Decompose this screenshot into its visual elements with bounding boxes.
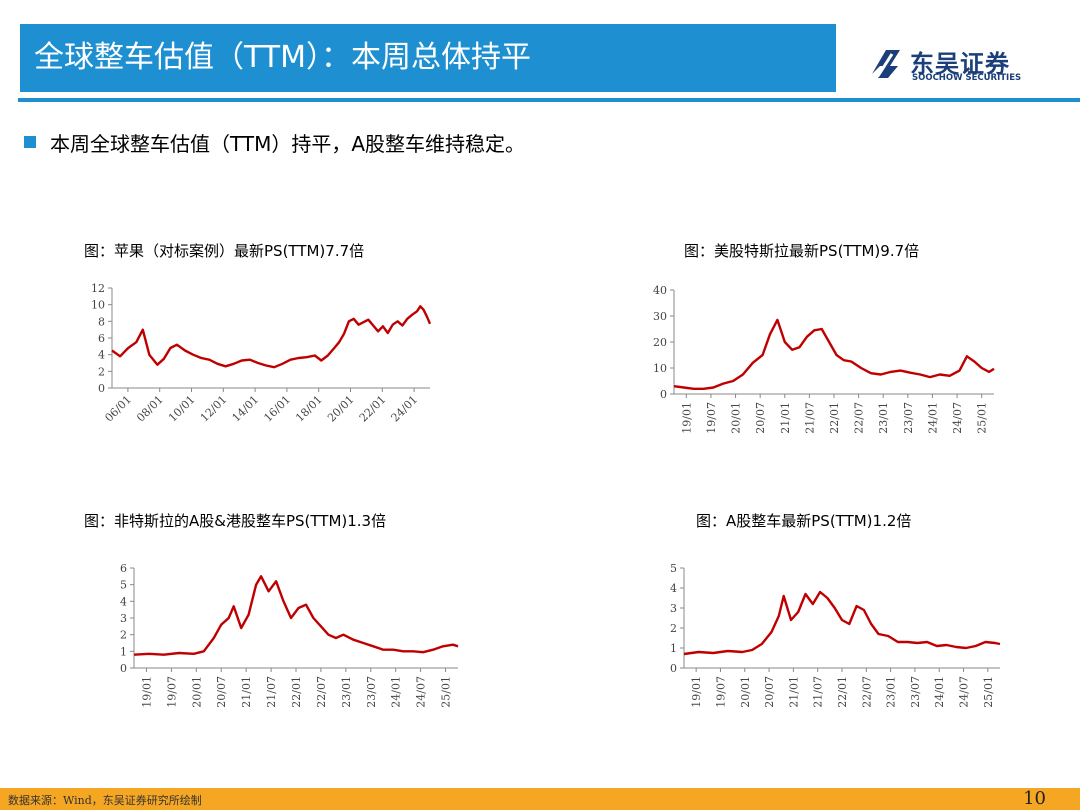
x-tick-label: 08/01	[134, 393, 166, 425]
x-tick-label: 24/01	[390, 676, 403, 708]
y-tick-label: 1	[120, 645, 127, 658]
x-tick-label: 06/01	[102, 393, 134, 425]
y-tick-label: 3	[670, 602, 677, 615]
logo-text-cn: 东吴证券	[910, 50, 1010, 78]
x-tick-label: 22/01	[290, 676, 303, 708]
x-tick-label: 21/01	[779, 402, 792, 434]
x-tick-label: 24/07	[958, 676, 971, 708]
x-tick-label: 25/01	[982, 676, 995, 708]
y-tick-label: 12	[91, 282, 105, 295]
series-line	[133, 575, 459, 656]
y-tick-label: 1	[670, 642, 677, 655]
x-tick-label: 23/01	[885, 676, 898, 708]
x-tick-label: 21/07	[265, 676, 278, 708]
title-bar: 全球整车估值（TTM）：本周总体持平	[20, 24, 836, 92]
y-tick-label: 5	[120, 579, 127, 592]
x-tick-label: 20/01	[730, 402, 743, 434]
x-tick-label: 25/01	[976, 402, 989, 434]
x-tick-label: 22/07	[315, 676, 328, 708]
y-tick-label: 40	[653, 284, 667, 297]
x-tick-label: 22/01	[828, 402, 841, 434]
chart-a-share-ps: 0 1 2 3 4 5 19/01 19/07 20/01 20/07 21/01 21/07 22/0…	[670, 562, 1001, 708]
series-line	[683, 590, 1001, 656]
x-tick-label: 20/01	[739, 676, 752, 708]
x-tick-label: 23/07	[909, 676, 922, 708]
y-tick-label: 0	[660, 388, 667, 401]
x-tick-label: 19/07	[714, 676, 727, 708]
x-tick-label: 21/01	[787, 676, 800, 708]
y-tick-label: 0	[670, 662, 677, 675]
chart-non-tesla-ps: 0 1 2 3 4 5 6 19/01 19/07 20/01 20/07 21/01 21/07 22/…	[120, 562, 459, 708]
x-tick-label: 23/07	[365, 676, 378, 708]
x-tick-label: 19/01	[690, 676, 703, 708]
x-tick-label: 20/01	[325, 393, 357, 425]
header-divider	[18, 98, 1080, 102]
footer-bar: 数据来源：Wind，东吴证券研究所绘制 10	[0, 788, 1080, 810]
x-tick-label: 22/01	[357, 393, 389, 425]
y-tick-label: 0	[120, 662, 127, 675]
x-tick-label: 19/01	[140, 676, 153, 708]
y-tick-label: 30	[653, 310, 667, 323]
x-tick-label: 21/07	[812, 676, 825, 708]
x-tick-label: 24/01	[933, 676, 946, 708]
x-tick-label: 24/01	[926, 402, 939, 434]
x-tick-label: 22/07	[860, 676, 873, 708]
series-line	[673, 318, 995, 390]
x-tick-label: 19/07	[165, 676, 178, 708]
y-tick-label: 0	[98, 382, 105, 395]
x-tick-label: 22/01	[836, 676, 849, 708]
x-tick-label: 24/01	[389, 393, 421, 425]
chart-title-apple: 图：苹果（对标案例）最新PS(TTM)7.7倍	[84, 242, 365, 260]
x-tick-label: 20/07	[754, 402, 767, 434]
y-tick-label: 2	[98, 365, 105, 378]
x-tick-label: 16/01	[261, 393, 293, 425]
x-tick-label: 19/07	[705, 402, 718, 434]
y-tick-label: 2	[670, 622, 677, 635]
series-line	[111, 305, 432, 369]
y-tick-label: 5	[670, 562, 677, 575]
y-tick-label: 4	[670, 582, 677, 595]
logo-text-en: SOOCHOW SECURITIES	[912, 73, 1022, 83]
x-tick-label: 19/01	[680, 402, 693, 434]
y-tick-label: 8	[98, 315, 105, 328]
x-tick-label: 20/07	[215, 676, 228, 708]
chart-title-non-tesla: 图：非特斯拉的A股&港股整车PS(TTM)1.3倍	[84, 512, 387, 530]
x-tick-label: 14/01	[230, 393, 262, 425]
y-tick-label: 4	[120, 595, 127, 608]
soochow-logo-icon	[872, 50, 900, 78]
bullet-square-icon	[24, 136, 36, 148]
x-tick-label: 10/01	[166, 393, 198, 425]
x-tick-label: 24/07	[951, 402, 964, 434]
x-tick-label: 21/07	[803, 402, 816, 434]
soochow-logo: 东吴证券 SOOCHOW SECURITIES	[868, 44, 1038, 88]
x-tick-label: 24/07	[415, 676, 428, 708]
y-tick-label: 6	[120, 562, 127, 575]
chart-title-a-share: 图：A股整车最新PS(TTM)1.2倍	[696, 512, 912, 530]
x-tick-label: 23/07	[902, 402, 915, 434]
x-tick-label: 18/01	[293, 393, 325, 425]
x-tick-label: 25/01	[440, 676, 453, 708]
y-tick-label: 4	[98, 349, 105, 362]
chart-title-tesla: 图：美股特斯拉最新PS(TTM)9.7倍	[684, 242, 920, 260]
page-number: 10	[1023, 788, 1046, 809]
summary-text: 本周全球整车估值（TTM）持平，A股整车维持稳定。	[50, 132, 526, 156]
y-tick-label: 10	[91, 299, 105, 312]
x-tick-label: 20/01	[190, 676, 203, 708]
chart-apple-ps: 0 2 4 6 8 10 12 06/01 08/01 10/01 12/01 14/01 16/01 1…	[91, 282, 432, 425]
chart-tesla-ps: 0 10 20 30 40 19/01 19/07 20/01 20/07 21/01 21/07 2…	[653, 284, 995, 434]
y-tick-label: 10	[653, 362, 667, 375]
x-tick-label: 12/01	[198, 393, 230, 425]
y-tick-label: 6	[98, 332, 105, 345]
x-tick-label: 20/07	[763, 676, 776, 708]
page-title: 全球整车估值（TTM）：本周总体持平	[34, 40, 532, 75]
x-tick-label: 21/01	[240, 676, 253, 708]
x-tick-label: 22/07	[853, 402, 866, 434]
y-tick-label: 2	[120, 629, 127, 642]
y-tick-label: 3	[120, 612, 127, 625]
x-tick-label: 23/01	[340, 676, 353, 708]
x-tick-label: 23/01	[877, 402, 890, 434]
y-tick-label: 20	[653, 336, 667, 349]
footer-source: 数据来源：Wind，东吴证券研究所绘制	[8, 794, 202, 807]
